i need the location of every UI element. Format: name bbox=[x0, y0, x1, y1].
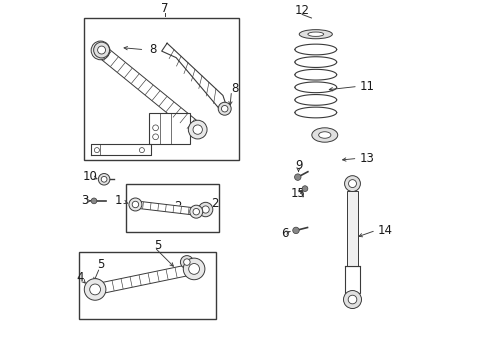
Text: 2: 2 bbox=[210, 197, 218, 210]
Circle shape bbox=[101, 176, 107, 182]
Bar bbox=[125, 184, 219, 232]
Circle shape bbox=[294, 174, 301, 180]
Circle shape bbox=[343, 291, 361, 309]
Text: 12: 12 bbox=[294, 4, 309, 17]
Text: 8: 8 bbox=[149, 43, 156, 56]
Text: 11: 11 bbox=[359, 80, 374, 93]
Circle shape bbox=[193, 125, 202, 134]
Circle shape bbox=[132, 201, 139, 208]
Circle shape bbox=[98, 46, 105, 54]
Circle shape bbox=[91, 41, 110, 60]
Ellipse shape bbox=[318, 132, 330, 138]
Text: 10: 10 bbox=[83, 170, 98, 183]
Polygon shape bbox=[96, 45, 202, 135]
Polygon shape bbox=[135, 201, 196, 215]
Circle shape bbox=[348, 180, 356, 188]
Circle shape bbox=[183, 259, 190, 265]
Text: 5: 5 bbox=[97, 258, 104, 271]
Text: 15: 15 bbox=[290, 187, 305, 200]
Ellipse shape bbox=[307, 32, 323, 36]
Circle shape bbox=[152, 134, 158, 140]
Circle shape bbox=[180, 256, 193, 269]
Text: 4: 4 bbox=[76, 271, 83, 284]
Ellipse shape bbox=[299, 30, 332, 39]
Text: 8: 8 bbox=[231, 82, 239, 95]
Circle shape bbox=[91, 198, 97, 204]
Circle shape bbox=[188, 264, 199, 274]
Circle shape bbox=[198, 202, 212, 217]
Circle shape bbox=[94, 148, 99, 153]
Circle shape bbox=[218, 102, 231, 115]
Text: 2: 2 bbox=[174, 200, 182, 213]
Circle shape bbox=[84, 279, 106, 300]
Text: 3: 3 bbox=[81, 194, 88, 207]
Bar bbox=[347, 191, 357, 266]
Circle shape bbox=[152, 125, 158, 131]
Text: 5: 5 bbox=[153, 239, 161, 252]
Bar bbox=[84, 18, 239, 160]
Circle shape bbox=[183, 258, 204, 280]
Text: 1: 1 bbox=[115, 194, 122, 207]
Bar bbox=[79, 252, 215, 319]
Text: 9: 9 bbox=[294, 159, 302, 172]
Circle shape bbox=[188, 120, 206, 139]
Circle shape bbox=[129, 198, 142, 211]
Circle shape bbox=[202, 206, 209, 213]
Text: 13: 13 bbox=[359, 152, 374, 165]
Circle shape bbox=[347, 295, 356, 304]
Bar bbox=[149, 113, 190, 144]
Circle shape bbox=[344, 176, 360, 192]
Circle shape bbox=[139, 148, 144, 153]
Ellipse shape bbox=[311, 128, 337, 142]
Circle shape bbox=[189, 205, 203, 218]
Circle shape bbox=[96, 46, 105, 55]
Polygon shape bbox=[162, 43, 226, 111]
Bar bbox=[344, 266, 360, 293]
Circle shape bbox=[193, 208, 199, 215]
Circle shape bbox=[94, 42, 109, 58]
Polygon shape bbox=[94, 264, 195, 295]
Circle shape bbox=[302, 186, 307, 192]
Text: 14: 14 bbox=[377, 224, 392, 237]
Polygon shape bbox=[91, 144, 151, 155]
Circle shape bbox=[221, 105, 227, 112]
Circle shape bbox=[98, 174, 110, 185]
Circle shape bbox=[292, 227, 299, 234]
Text: 7: 7 bbox=[161, 3, 168, 15]
Text: 6: 6 bbox=[281, 227, 288, 240]
Circle shape bbox=[89, 284, 101, 295]
